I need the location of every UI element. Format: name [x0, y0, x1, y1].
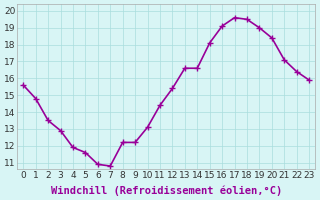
- X-axis label: Windchill (Refroidissement éolien,°C): Windchill (Refroidissement éolien,°C): [51, 185, 282, 196]
